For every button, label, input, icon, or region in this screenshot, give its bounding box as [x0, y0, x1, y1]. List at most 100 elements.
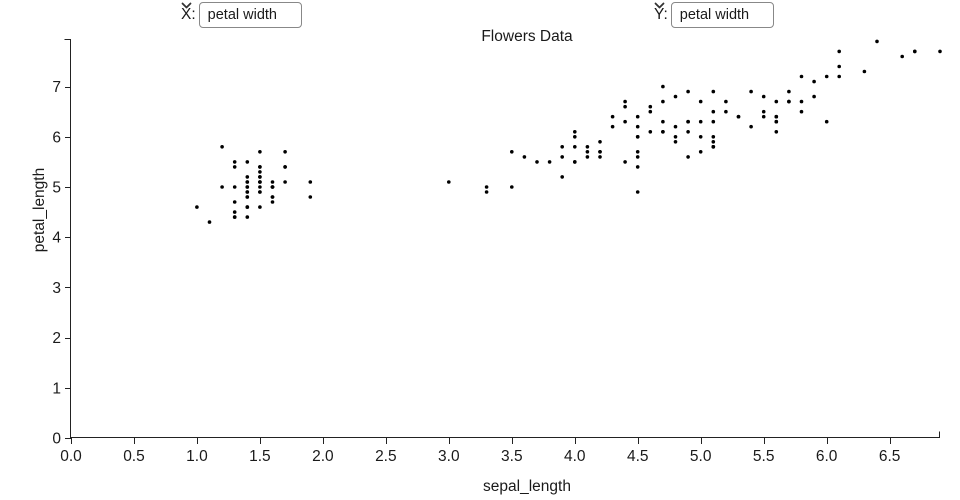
x-tick-label: 0.5	[123, 448, 145, 465]
data-point	[749, 124, 753, 129]
data-point	[774, 114, 779, 119]
y-axis-select[interactable]: petal width	[654, 2, 774, 28]
data-point	[245, 160, 250, 164]
data-point	[761, 114, 766, 119]
data-point	[724, 99, 728, 104]
data-point	[673, 140, 678, 144]
data-point	[598, 140, 602, 144]
data-point	[220, 145, 224, 149]
data-point	[824, 119, 829, 124]
x-tick-label: 2.0	[312, 448, 334, 465]
y-axis-control: Y: petal width	[654, 2, 774, 28]
data-point	[610, 124, 615, 129]
data-point	[787, 99, 791, 104]
data-point	[698, 99, 703, 104]
data-point	[635, 150, 640, 154]
data-point	[270, 180, 275, 184]
y-tick-label: 1	[52, 380, 61, 397]
data-point	[560, 155, 564, 159]
data-point	[535, 160, 539, 164]
data-point	[195, 205, 199, 209]
x-tick-label: 1.0	[186, 448, 208, 465]
data-point	[220, 185, 224, 189]
y-axis-label: petal_length	[31, 168, 48, 252]
data-point	[736, 114, 741, 119]
data-point	[673, 124, 678, 129]
data-point	[635, 155, 640, 159]
x-select-label: X:	[181, 6, 196, 23]
data-point	[661, 99, 665, 104]
data-point	[232, 185, 237, 189]
data-point	[623, 119, 627, 124]
x-tick-label: 1.5	[249, 448, 271, 465]
x-tick-label: 2.5	[375, 448, 397, 465]
y-tick-label: 5	[52, 179, 61, 196]
data-point	[258, 205, 262, 209]
data-point	[761, 109, 766, 114]
data-point	[686, 119, 690, 124]
data-point	[913, 49, 917, 54]
data-point	[258, 180, 262, 184]
data-point	[283, 165, 287, 169]
y-tick-label: 2	[52, 330, 61, 347]
y-tick-label: 6	[52, 129, 61, 146]
chart-title: Flowers Data	[481, 28, 573, 45]
x-tick-label: 0.0	[60, 448, 82, 465]
data-point	[711, 119, 716, 124]
data-point	[270, 200, 275, 204]
data-point	[510, 185, 514, 189]
data-point	[648, 109, 653, 114]
data-point	[270, 195, 275, 199]
data-point	[270, 185, 275, 189]
data-point	[635, 124, 640, 129]
data-point	[711, 135, 716, 139]
x-tick-label: 3.0	[438, 448, 460, 465]
data-point	[711, 89, 716, 94]
data-point	[698, 119, 703, 124]
data-point	[585, 145, 590, 149]
data-point	[698, 150, 703, 154]
data-point	[761, 94, 766, 99]
y-axis-ticks: 0 1 2 3 4 5 6 7	[52, 79, 71, 448]
data-point	[648, 104, 653, 109]
data-point	[686, 89, 690, 94]
y-tick-label: 4	[52, 230, 61, 247]
data-point	[232, 215, 237, 219]
data-point	[774, 99, 779, 104]
data-point	[875, 39, 879, 44]
data-point	[560, 175, 564, 179]
data-point	[686, 130, 690, 134]
data-point	[610, 114, 615, 119]
data-point	[661, 130, 665, 134]
data-point	[635, 190, 640, 194]
data-point	[749, 89, 753, 94]
x-axis-label: sepal_length	[483, 478, 571, 495]
data-point	[308, 180, 313, 184]
data-point	[245, 195, 250, 199]
data-point	[547, 160, 552, 164]
data-point	[245, 215, 250, 219]
data-point	[573, 160, 577, 164]
y-select-value: petal width	[679, 7, 750, 23]
data-point	[837, 49, 841, 54]
data-point	[623, 160, 627, 164]
data-point	[560, 145, 564, 149]
x-tick-label: 5.0	[690, 448, 712, 465]
data-point	[598, 155, 602, 159]
x-tick-label: 4.0	[564, 448, 586, 465]
data-point	[774, 130, 779, 134]
data-point	[522, 155, 527, 159]
data-point	[686, 155, 690, 159]
x-tick-label: 3.5	[501, 448, 523, 465]
data-point	[585, 150, 590, 154]
data-point	[623, 99, 627, 104]
data-point	[661, 119, 665, 124]
data-point	[245, 205, 250, 209]
data-point	[258, 170, 262, 174]
x-axis-select[interactable]: petal width	[181, 2, 302, 28]
data-point	[673, 135, 678, 139]
data-point	[283, 180, 287, 184]
data-point	[774, 119, 779, 124]
